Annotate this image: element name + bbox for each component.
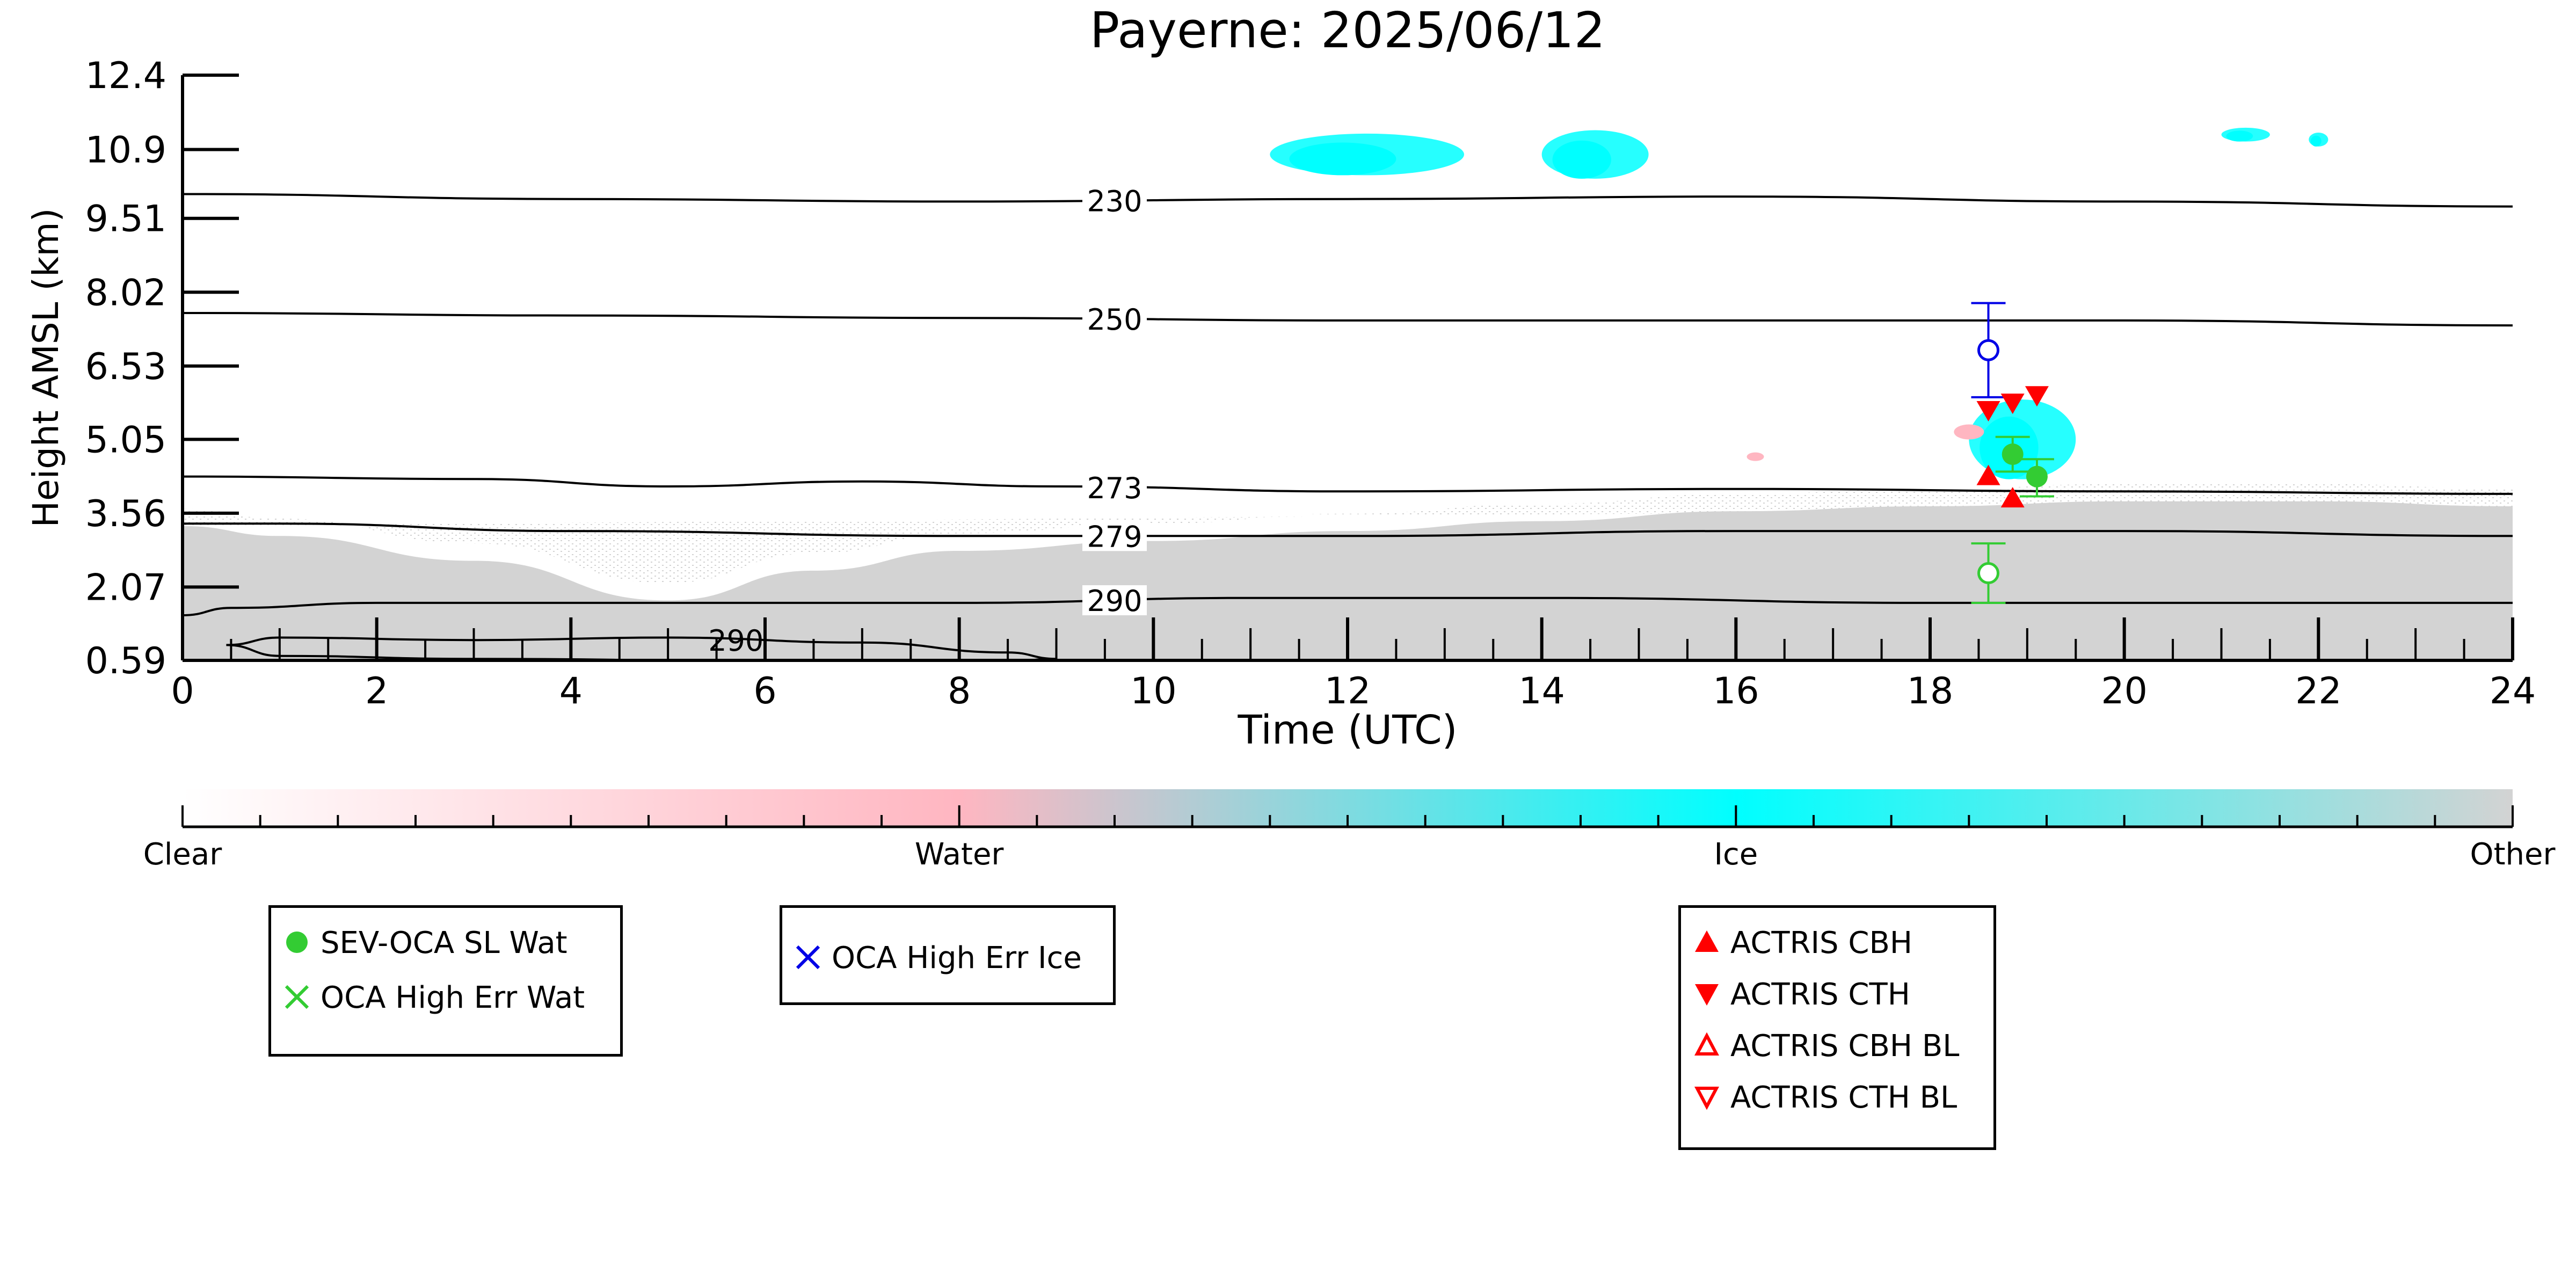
isotherm-label-bg <box>1082 185 1147 216</box>
water-speckle <box>1954 424 1984 440</box>
x-tick-label: 16 <box>1713 670 1759 712</box>
colorbar-label-water: Water <box>915 837 1005 872</box>
other-class-speckle <box>183 484 2513 583</box>
triangle-up-marker-icon <box>1695 930 1719 952</box>
isotherm-label-bg <box>1082 472 1147 503</box>
x-tick-label: 2 <box>365 670 388 712</box>
y-axis-ticks: 0.59 2.07 3.56 5.05 6.53 8.02 9.51 10.9 12.4 <box>85 55 239 682</box>
y-tick-label: 10.9 <box>85 129 166 171</box>
colorbar-label-clear: Clear <box>143 837 222 872</box>
x-marker-icon <box>796 945 820 970</box>
marker-triangle-up <box>1976 464 2000 485</box>
marker-triangle-up <box>2000 487 2025 508</box>
y-tick-label: 3.56 <box>85 493 166 535</box>
y-tick-label: 12.4 <box>85 55 166 97</box>
marker-triangle-down <box>1976 401 2000 421</box>
x-tick-label: 6 <box>753 670 776 712</box>
y-axis-label: Height AMSL (km) <box>25 208 67 528</box>
colorbar-ticks: Clear Water Ice Other <box>143 805 2556 872</box>
legend-label-actris-cth-bl: ACTRIS CTH BL <box>1730 1080 1958 1115</box>
classification-field <box>183 127 2513 660</box>
ice-patch-core <box>1289 142 1396 176</box>
x-tick-label: 0 <box>171 670 194 712</box>
legend-label-oca-high-err-ice: OCA High Err Ice <box>832 941 1082 976</box>
x-tick-label: 10 <box>1130 670 1177 712</box>
colorbar-label-ice: Ice <box>1714 837 1758 872</box>
legend-water: SEV-OCA SL Wat OCA High Err Wat <box>268 905 623 1057</box>
x-tick-label: 22 <box>2295 670 2342 712</box>
isotherm-290 <box>183 596 2513 616</box>
legend-label-actris-cth: ACTRIS CTH <box>1730 977 1910 1012</box>
y-tick-label: 2.07 <box>85 566 166 609</box>
x-tick-label: 4 <box>559 670 583 712</box>
colorbar-label-other: Other <box>2470 837 2556 872</box>
y-tick-label: 6.53 <box>85 346 166 388</box>
filled-circle-marker-icon <box>286 932 308 953</box>
legend-ice: OCA High Err Ice <box>780 905 1116 1005</box>
legend-label-actris-cbh-bl: ACTRIS CBH BL <box>1730 1029 1960 1064</box>
marker-triangle-down <box>2000 394 2025 414</box>
open-triangle-down-marker-icon <box>1694 1087 1719 1110</box>
isotherm-273 <box>183 475 2513 495</box>
marker-open-circle <box>1977 339 1999 361</box>
ice-patch-core <box>1552 140 1611 179</box>
x-marker-icon <box>285 985 309 1009</box>
isotherm-230 <box>183 193 2513 208</box>
isotherm-lines <box>183 193 2513 660</box>
isotherm-label-279: 279 <box>1087 520 1142 554</box>
water-speckle <box>1747 452 1764 461</box>
legend-label-sev-oca-sl-wat: SEV-OCA SL Wat <box>321 926 567 960</box>
isotherm-label-273: 273 <box>1087 471 1142 505</box>
legend-label-actris-cbh: ACTRIS CBH <box>1730 926 1913 960</box>
x-axis-label: Time (UTC) <box>1237 707 1457 753</box>
legend-actris: ACTRIS CBH ACTRIS CTH ACTRIS CBH BL ACTR… <box>1678 905 1996 1150</box>
isotherm-label-bg <box>1082 304 1147 334</box>
isotherm-label-bg <box>1082 521 1147 551</box>
chart-title: Payerne: 2025/06/12 <box>1090 2 1605 59</box>
isotherm-label-290: 290 <box>1087 584 1142 618</box>
x-tick-label: 12 <box>1325 670 1371 712</box>
open-triangle-up-marker-icon <box>1694 1032 1719 1056</box>
isotherm-label-250: 250 <box>1087 303 1142 337</box>
x-tick-label: 24 <box>2490 670 2536 712</box>
legend-label-oca-high-err-wat: OCA High Err Wat <box>321 980 585 1015</box>
ice-patch-core <box>2310 135 2322 147</box>
marker-open-circle <box>1977 562 1999 585</box>
x-tick-label: 20 <box>2101 670 2148 712</box>
data-markers <box>1971 302 2054 604</box>
isotherm-250 <box>183 312 2513 327</box>
isotherm-279 <box>183 522 2513 537</box>
ice-patch-core <box>2226 130 2253 142</box>
marker-filled-circle <box>2026 465 2048 487</box>
x-tick-label: 18 <box>1907 670 1954 712</box>
y-tick-label: 5.05 <box>85 419 166 461</box>
marker-filled-circle <box>2002 443 2024 465</box>
x-tick-label: 8 <box>948 670 971 712</box>
y-tick-label: 9.51 <box>85 198 166 241</box>
isotherm-label-bg <box>1082 585 1147 616</box>
triangle-down-marker-icon <box>1695 984 1719 1006</box>
x-axis-ticks: 0 2 4 6 8 10 12 14 16 18 20 22 24 <box>171 617 2536 712</box>
y-tick-label: 8.02 <box>85 272 166 314</box>
x-tick-label: 14 <box>1518 670 1565 712</box>
isotherm-label-230: 230 <box>1087 185 1142 219</box>
marker-triangle-down <box>2025 386 2049 407</box>
y-tick-label: 0.59 <box>85 640 166 682</box>
